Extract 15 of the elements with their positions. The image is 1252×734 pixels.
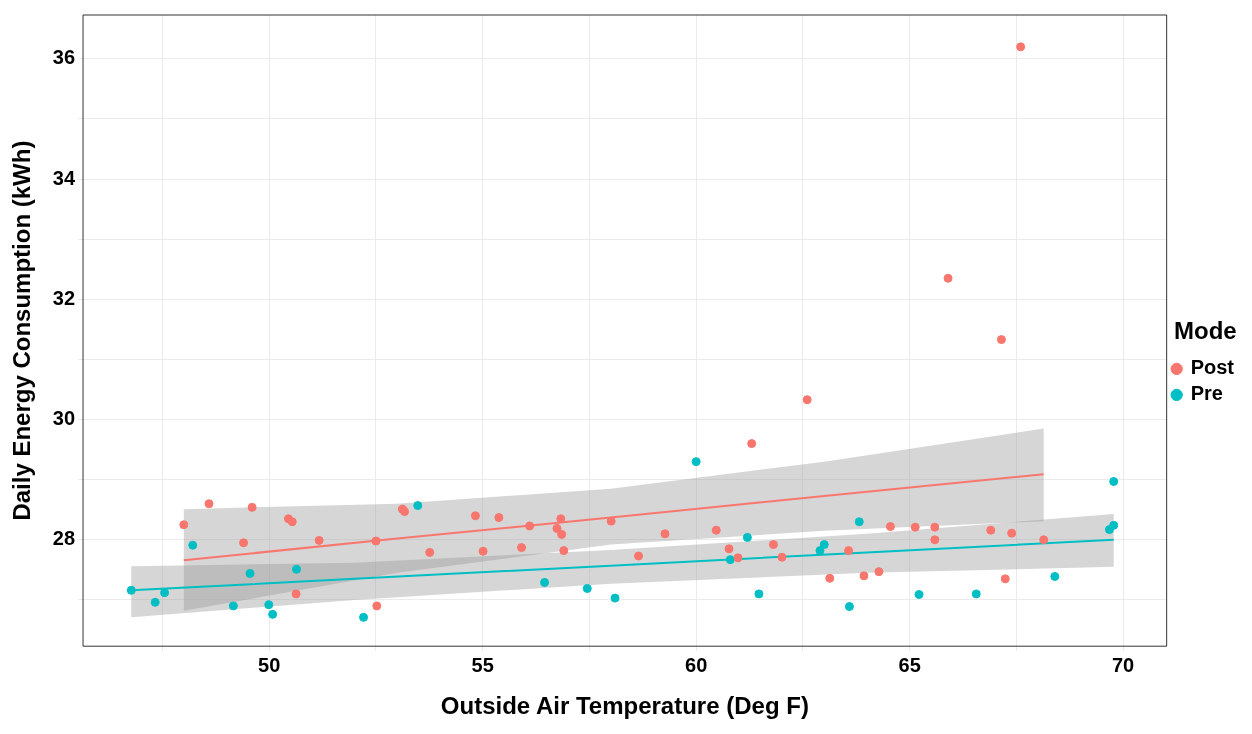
y-tick-label: 30 [52, 407, 76, 430]
x-axis-title: Outside Air Temperature (Deg F) [440, 692, 809, 720]
x-tick-label: 50 [258, 653, 281, 676]
y-axis-title: Daily Energy Consumption (kWh) [8, 140, 36, 521]
x-tick-label: 65 [898, 653, 921, 676]
x-tick-label: 70 [1111, 653, 1135, 676]
legend-title: Mode [1173, 316, 1237, 344]
y-tick-label: 28 [52, 527, 76, 550]
legend-label: Pre [1190, 382, 1223, 405]
y-tick-label: 32 [52, 286, 76, 309]
x-tick-label: 60 [685, 653, 708, 676]
x-tick-label: 55 [471, 653, 494, 676]
legend-label: Post [1190, 356, 1235, 379]
y-tick-label: 36 [52, 46, 76, 69]
y-tick-label: 34 [52, 166, 76, 189]
